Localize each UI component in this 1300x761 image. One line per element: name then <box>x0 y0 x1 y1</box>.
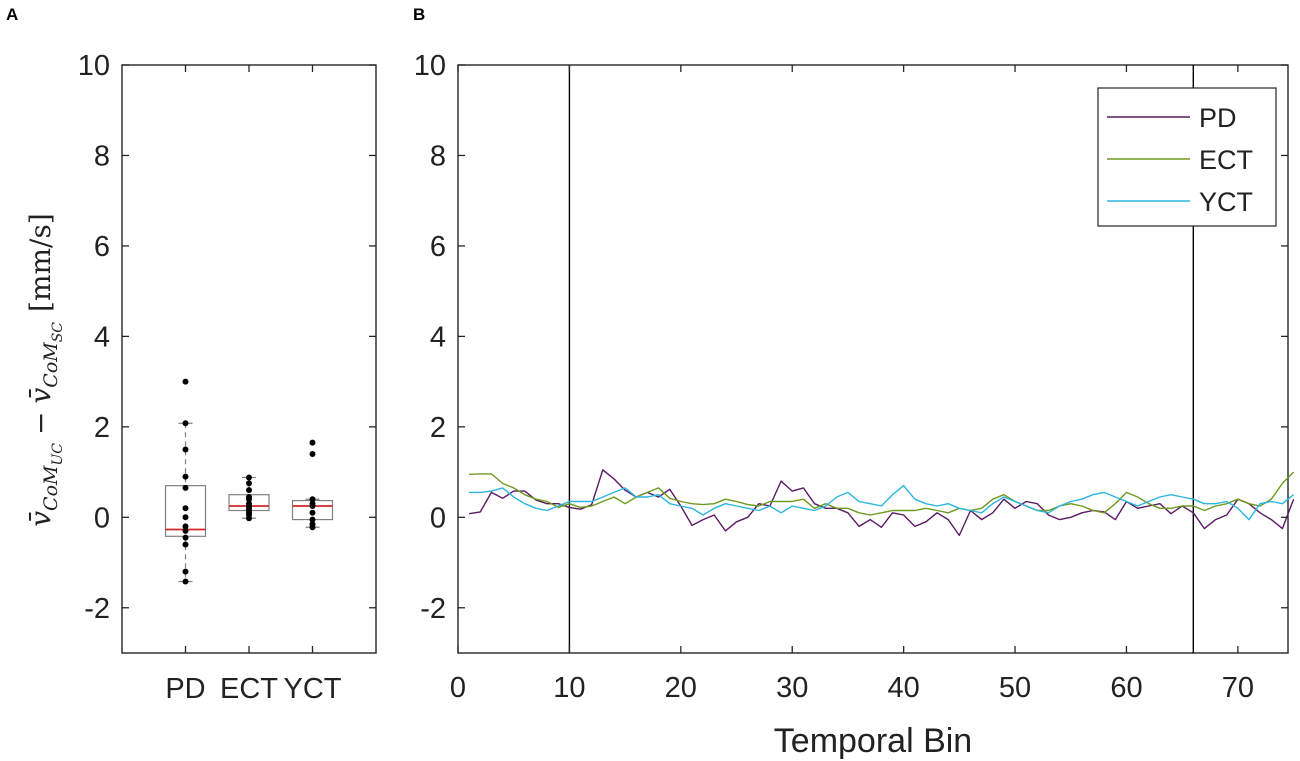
data-point <box>246 474 252 481</box>
x-tick-label: YCT <box>284 673 342 705</box>
y-tick-label: 10 <box>414 50 446 82</box>
x-tick-label: 40 <box>888 672 920 704</box>
data-point <box>309 496 316 503</box>
y-tick-label: 10 <box>78 50 110 82</box>
panel-b-series <box>468 469 1295 537</box>
data-point <box>246 480 252 487</box>
x-tick-label: 0 <box>450 672 466 704</box>
data-point <box>309 516 316 523</box>
svg-text:v̄CoMUC−v̄CoMSC[mm/s]: v̄CoMUC−v̄CoMSC[mm/s] <box>24 213 66 527</box>
y-tick-label: -2 <box>420 593 446 625</box>
box-ect <box>228 474 270 522</box>
data-point <box>309 439 316 446</box>
x-tick-label: PD <box>165 673 205 705</box>
y-tick-label: 8 <box>430 140 446 172</box>
y-tick-label: 0 <box>430 502 446 534</box>
y-tick-label: 6 <box>430 231 446 263</box>
panel-b-linechart: -2 0 2 4 6 8 10 0 10 20 30 40 50 60 70 Temporal Bin P… <box>414 50 1295 760</box>
panel-b-axes-frame <box>457 64 1289 654</box>
y-tick-label: 0 <box>94 502 110 534</box>
box-yct <box>291 439 334 531</box>
panel-a-axes-frame <box>121 64 377 654</box>
ylabel-sub1: CoM <box>40 465 62 511</box>
data-point <box>309 509 316 516</box>
ylabel-subsub2: SC <box>50 322 66 343</box>
panel-b-x-axis: 0 10 20 30 40 50 60 70 <box>450 65 1254 704</box>
data-point <box>246 496 252 503</box>
data-point <box>182 514 189 521</box>
panel-a-boxes <box>164 378 334 585</box>
data-point <box>309 524 316 531</box>
panel-label-b: B <box>413 5 425 24</box>
x-tick-label: 60 <box>1110 672 1142 704</box>
data-point <box>309 450 316 457</box>
y-tick-label: 6 <box>94 231 110 263</box>
ylabel-minus: − <box>24 412 57 435</box>
data-point <box>182 473 189 480</box>
x-tick-label: 70 <box>1222 672 1254 704</box>
x-tick-label: 50 <box>999 672 1031 704</box>
y-tick-label: 2 <box>94 412 110 444</box>
legend-label-yct: YCT <box>1199 187 1253 217</box>
data-point <box>182 484 189 491</box>
data-point <box>246 487 252 494</box>
y-tick-label: 8 <box>94 140 110 172</box>
data-point <box>246 515 252 522</box>
data-point <box>182 534 189 541</box>
data-point <box>182 378 189 385</box>
data-point <box>182 527 189 534</box>
legend-label-ect: ECT <box>1199 145 1253 175</box>
data-point <box>309 503 316 509</box>
panel-a-x-axis: PD ECT YCT <box>165 65 342 705</box>
y-tick-label: 4 <box>94 321 110 353</box>
panel-a-y-label: v̄CoMUC−v̄CoMSC[mm/s] <box>24 213 66 527</box>
panel-b-y-axis: -2 0 2 4 6 8 10 <box>414 50 1288 625</box>
ylabel-v2: v̄ <box>24 388 57 404</box>
panel-a-y-axis: -2 0 2 4 6 8 10 <box>78 50 376 625</box>
panel-label-a: A <box>6 5 18 24</box>
x-tick-label: 30 <box>776 672 808 704</box>
x-tick-label: 20 <box>665 672 697 704</box>
box-pd <box>164 378 207 585</box>
y-tick-label: -2 <box>84 593 110 625</box>
y-tick-label: 4 <box>430 321 446 353</box>
ylabel-subsub1: UC <box>50 443 66 466</box>
x-tick-label: 10 <box>553 672 585 704</box>
panel-b-x-label: Temporal Bin <box>774 722 972 760</box>
legend-box <box>1097 87 1277 227</box>
legend: PD ECT YCT <box>1097 87 1277 227</box>
data-point <box>182 505 189 512</box>
data-point <box>182 420 189 427</box>
data-point <box>182 446 189 453</box>
data-point <box>182 541 189 548</box>
data-point <box>182 578 189 585</box>
y-tick-label: 2 <box>430 412 446 444</box>
ylabel-unit: [mm/s] <box>24 213 57 312</box>
legend-label-pd: PD <box>1199 103 1237 133</box>
series-line-pd <box>468 469 1295 537</box>
data-point <box>182 523 189 530</box>
ylabel-v1: v̄ <box>24 511 57 527</box>
ylabel-sub2: CoM <box>40 342 62 388</box>
series-line-yct <box>469 484 1295 521</box>
data-point <box>182 568 189 575</box>
series-line-ect <box>469 471 1295 516</box>
x-tick-label: ECT <box>220 673 278 705</box>
